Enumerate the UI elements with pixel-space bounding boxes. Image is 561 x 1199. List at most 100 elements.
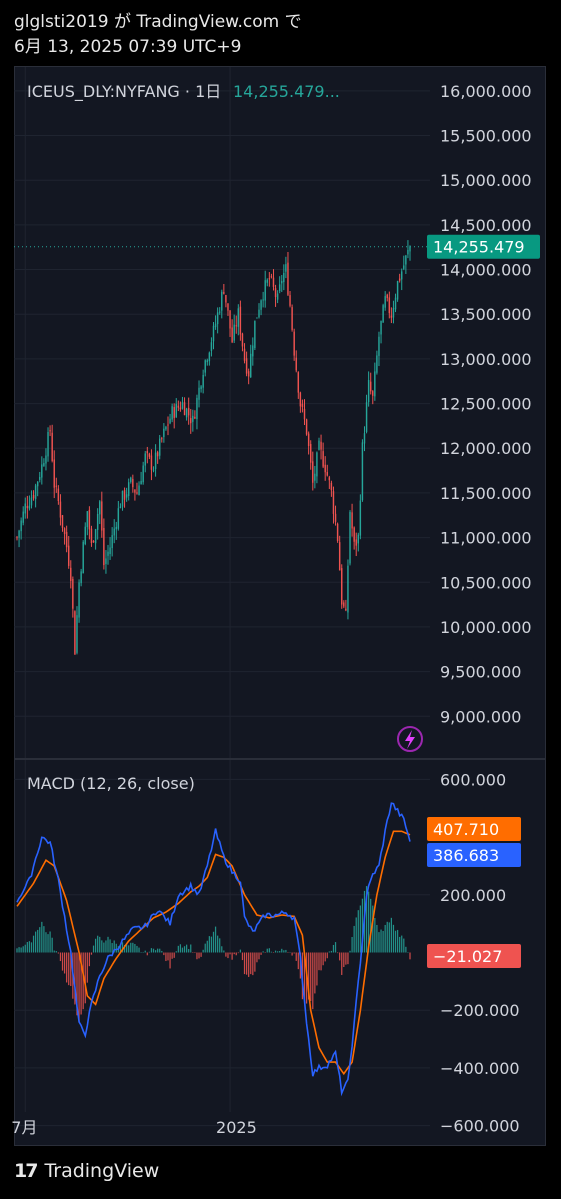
macd-histogram-bar xyxy=(61,952,64,971)
macd-histogram-bar xyxy=(212,931,215,953)
macd-histogram-bar xyxy=(347,952,349,965)
candle-body xyxy=(380,320,382,335)
macd-histogram-bar xyxy=(196,952,198,960)
candle-body xyxy=(18,530,20,538)
macd-histogram-bar xyxy=(66,952,68,983)
macd-histogram-bar xyxy=(291,952,293,956)
candle-body xyxy=(84,526,86,545)
macd-histogram-bar xyxy=(51,937,53,953)
candle-body xyxy=(103,528,105,566)
candle-body xyxy=(316,452,318,477)
macd-histogram-bar xyxy=(279,951,281,953)
macd-histogram-bar xyxy=(185,944,188,953)
candle-body xyxy=(183,402,186,416)
candle-body xyxy=(351,512,353,529)
candle-body xyxy=(111,535,113,549)
price-tick-label: 11,500.000 xyxy=(440,484,532,503)
macd-histogram-bar xyxy=(229,952,231,955)
candle-body xyxy=(326,472,328,476)
last-price-line: 14,255.479 xyxy=(14,234,540,259)
candle-body xyxy=(312,461,314,483)
macd-histogram-bar xyxy=(159,948,161,953)
macd-histogram-bar xyxy=(206,940,208,953)
candle-body xyxy=(204,360,206,373)
candle-body xyxy=(65,531,68,548)
macd-histogram-bar xyxy=(45,932,47,953)
candle-body xyxy=(229,310,231,329)
candle-body xyxy=(34,485,37,500)
macd-histogram-bar xyxy=(310,952,312,1001)
macd-histogram-bar xyxy=(88,952,91,967)
macd-histogram-bar xyxy=(109,939,111,953)
price-tick-label: 14,500.000 xyxy=(440,216,532,235)
macd-histogram-bar xyxy=(225,952,227,957)
candle-body xyxy=(202,374,204,388)
macd-histogram-bar xyxy=(405,946,407,953)
candle-body xyxy=(57,488,60,501)
candle-body xyxy=(74,611,76,655)
macd-histogram-bar xyxy=(332,944,335,953)
macd-histogram-bar xyxy=(382,930,384,953)
candle-body xyxy=(407,249,409,255)
macd-histogram-bar xyxy=(171,952,173,959)
macd-histogram-bar xyxy=(365,886,368,953)
macd-histogram-bar xyxy=(374,917,376,953)
candle-body xyxy=(132,478,134,488)
macd-histogram-bar xyxy=(177,945,179,953)
macd-histogram-bar xyxy=(231,952,233,960)
macd-histogram-bar xyxy=(130,942,132,953)
candle-body xyxy=(218,311,221,313)
macd-histogram-bar xyxy=(179,944,182,953)
x-tick-label: 7月 xyxy=(11,1118,37,1137)
candle-body xyxy=(192,415,194,422)
price-tick-label: 16,000.000 xyxy=(440,82,532,101)
macd-histogram-bar xyxy=(283,950,285,953)
share-header: glglsti2019 が TradingView.com で 6月 13, 2… xyxy=(14,10,302,60)
lightning-button-ring[interactable] xyxy=(397,726,423,752)
macd-histogram-bar xyxy=(399,936,401,953)
candle-body xyxy=(99,501,101,515)
macd-histogram-bar xyxy=(210,936,213,953)
share-line-timestamp: 6月 13, 2025 07:39 UTC+9 xyxy=(14,37,242,57)
macd-histogram-bar xyxy=(59,952,62,962)
macd-histogram-bar xyxy=(49,931,51,953)
macd-histogram-bar xyxy=(190,944,192,953)
macd-histogram-bar xyxy=(407,952,409,953)
candle-body xyxy=(260,300,262,310)
candle-body xyxy=(349,511,351,564)
candle-body xyxy=(113,528,115,536)
candle-body xyxy=(177,405,180,408)
macd-histogram-bar xyxy=(134,944,136,953)
candle-body xyxy=(305,419,308,435)
macd-histogram-bar xyxy=(200,952,202,957)
candle-body xyxy=(287,262,289,295)
macd-legend[interactable]: MACD (12, 26, close) xyxy=(27,774,195,793)
candle-body xyxy=(245,358,248,374)
candle-body xyxy=(318,440,320,450)
candle-body xyxy=(53,459,55,488)
candle-body xyxy=(301,403,304,408)
lightning-button[interactable] xyxy=(397,726,423,752)
legend-symbol[interactable]: ICEUS_DLY:NYFANG · 1日 xyxy=(27,82,221,102)
macd-histogram-bar xyxy=(113,940,115,953)
candle-body xyxy=(307,433,310,447)
price-tick-label: 14,000.000 xyxy=(440,261,532,280)
macd-histogram-bar xyxy=(262,951,264,953)
candle-body xyxy=(88,509,91,530)
candle-body xyxy=(272,277,275,287)
macd-histogram-bar xyxy=(355,917,357,953)
price-tick-label: 11,000.000 xyxy=(440,529,532,548)
candle-body xyxy=(125,494,128,498)
candle-body xyxy=(338,542,341,571)
candle-body xyxy=(405,255,407,265)
candle-body xyxy=(70,567,72,581)
candle-body xyxy=(374,371,376,397)
macd-histogram-bar xyxy=(80,952,82,1015)
macd-histogram-bar xyxy=(368,891,370,953)
candle-body xyxy=(258,309,260,318)
candle-body xyxy=(409,246,411,252)
candle-body xyxy=(109,547,111,555)
macd-histogram-bar xyxy=(403,938,405,953)
candle-body xyxy=(295,357,297,371)
